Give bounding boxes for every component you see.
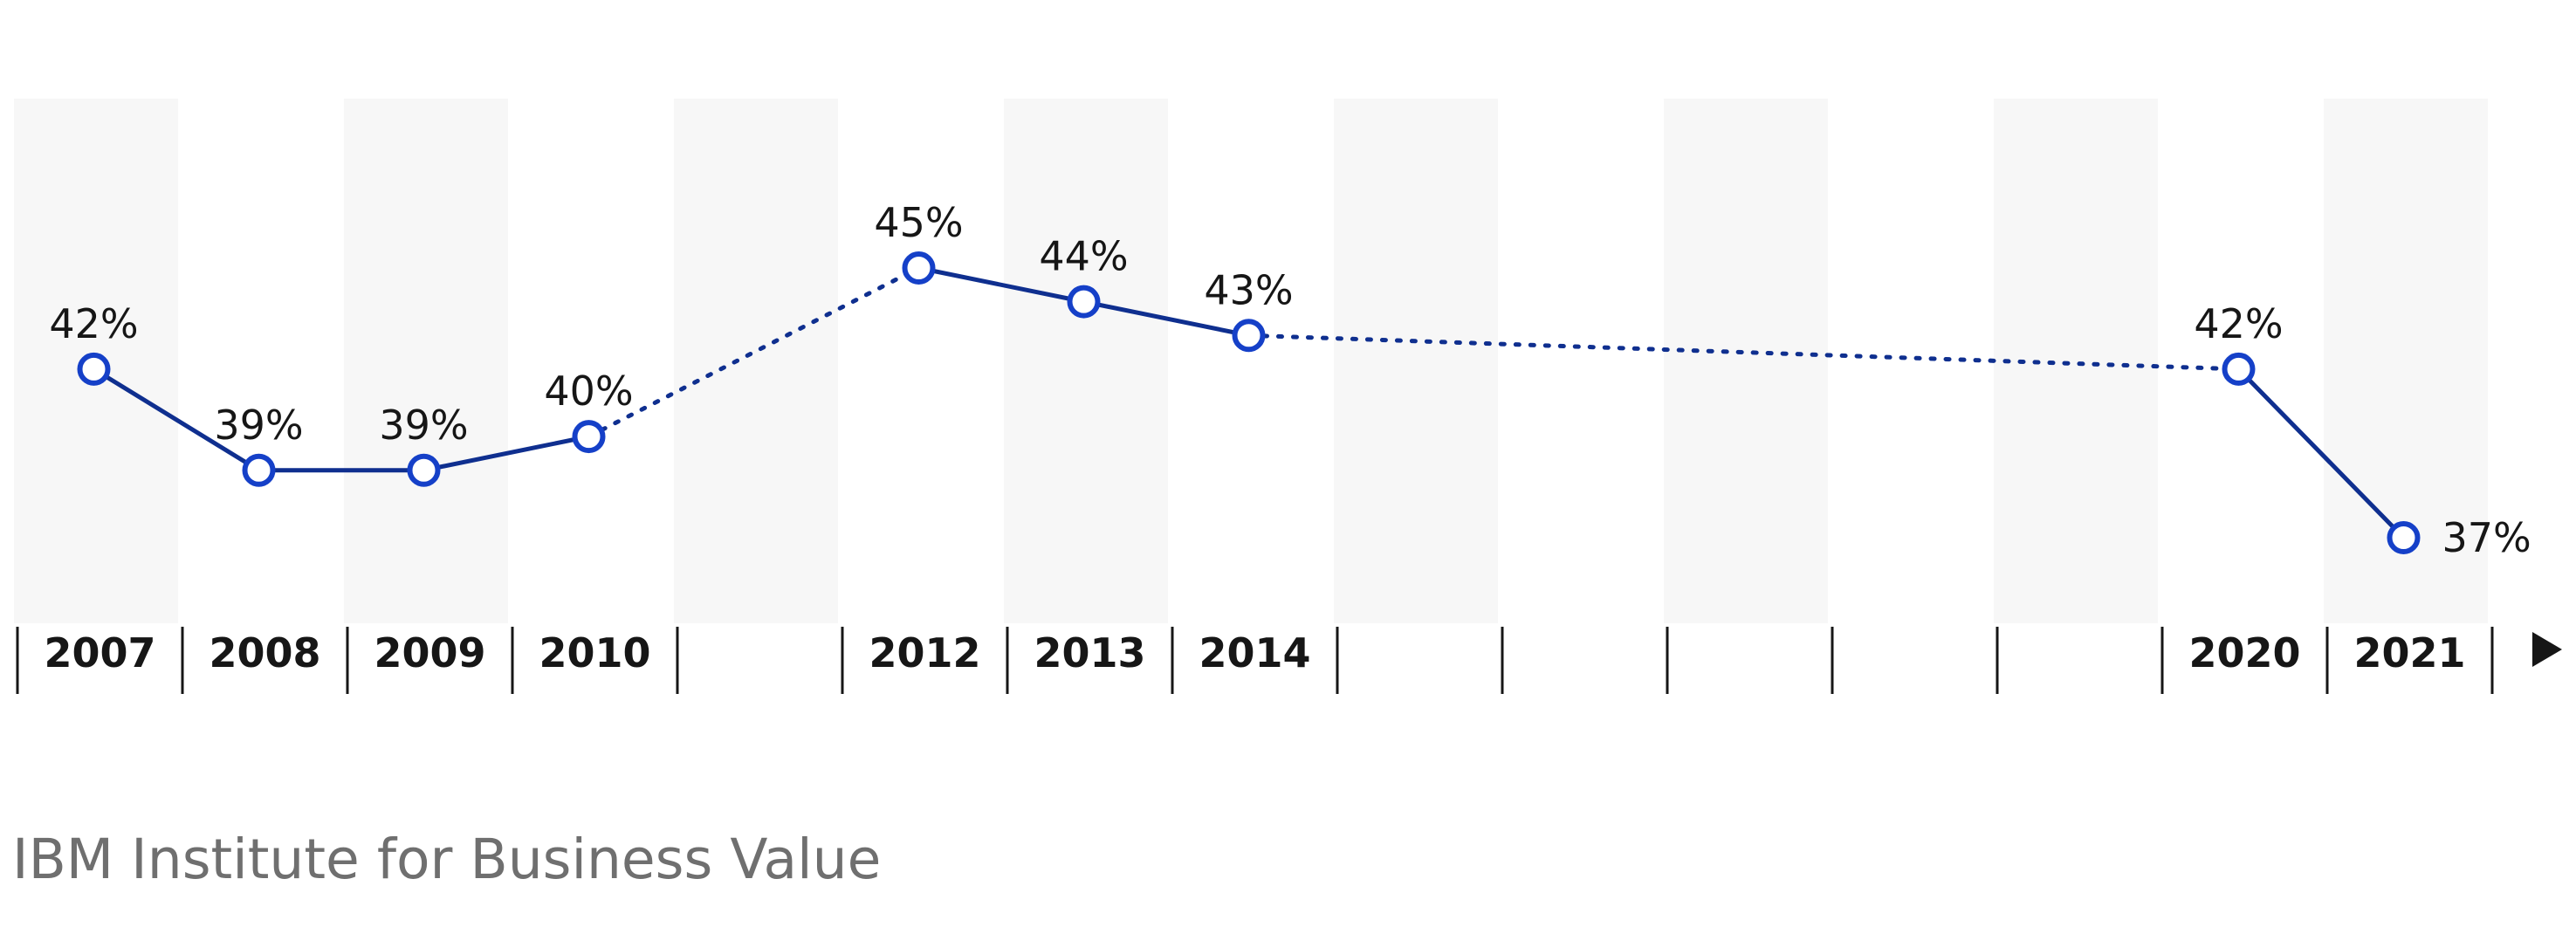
- data-label: 44%: [1039, 233, 1128, 280]
- data-point: [2387, 521, 2421, 554]
- data-label: 42%: [2194, 300, 2283, 347]
- x-tick-label: 2014: [1199, 629, 1310, 676]
- data-label: 40%: [544, 367, 633, 415]
- data-points: [77, 251, 2421, 554]
- column-bands: [14, 99, 2488, 623]
- x-tick-label: 2012: [869, 629, 980, 676]
- series-line: [2236, 367, 2406, 539]
- x-tick-label: 2020: [2188, 629, 2300, 676]
- data-label: 39%: [379, 402, 468, 449]
- data-point: [242, 453, 276, 487]
- data-point: [572, 420, 606, 454]
- data-labels: 42% 39% 39% 40% 45% 44% 43% 42% 37%: [49, 199, 2531, 561]
- data-point: [1232, 319, 1266, 353]
- series-line: [422, 434, 590, 473]
- axis-arrow-icon: [2532, 632, 2562, 667]
- x-tick-label: 2008: [209, 629, 320, 676]
- data-label: 42%: [49, 300, 138, 347]
- column-band: [1334, 99, 1498, 623]
- x-tick-label: 2009: [374, 629, 485, 676]
- data-label: 37%: [2442, 514, 2531, 561]
- column-band: [1664, 99, 1828, 623]
- column-band: [344, 99, 508, 623]
- series-gap-line: [1247, 333, 2241, 372]
- x-tick-label: 2010: [539, 629, 650, 676]
- series-gap-line: [587, 265, 921, 439]
- data-label: 39%: [214, 402, 303, 449]
- series-line: [917, 265, 1085, 305]
- data-point: [77, 352, 111, 386]
- column-band: [1004, 99, 1168, 623]
- series-line: [1082, 299, 1250, 338]
- series-lines: [93, 265, 2406, 539]
- column-band: [674, 99, 838, 623]
- data-point: [407, 453, 441, 487]
- data-point: [902, 251, 936, 285]
- data-point: [1067, 285, 1101, 319]
- x-tick-label: 2021: [2353, 629, 2465, 676]
- data-point: [2222, 352, 2256, 386]
- data-label: 45%: [874, 199, 963, 246]
- source-credit: IBM Institute for Business Value: [12, 828, 882, 891]
- data-label: 43%: [1204, 266, 1293, 313]
- x-tick-label: 2007: [44, 629, 155, 676]
- x-tick-label: 2013: [1034, 629, 1145, 676]
- x-axis: 2007 2008 2009 2010 2012 2013 2014 2020 2021: [16, 627, 2562, 694]
- series-line: [93, 367, 260, 472]
